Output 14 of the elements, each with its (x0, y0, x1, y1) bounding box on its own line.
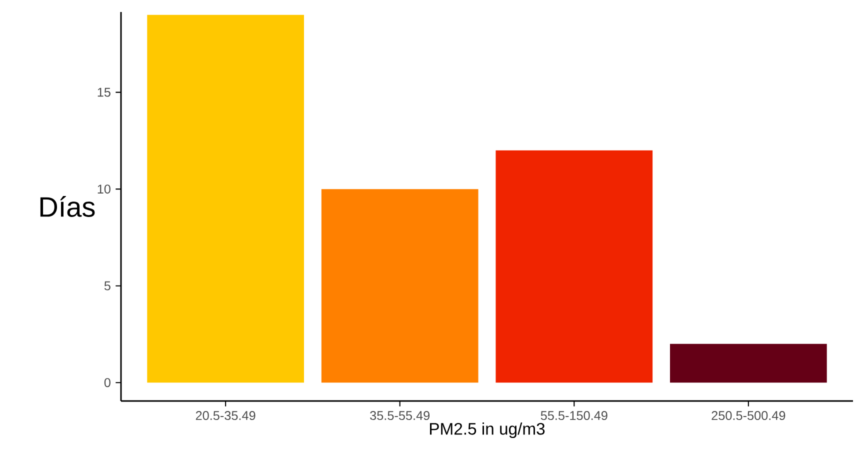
bar (496, 150, 653, 383)
x-axis-title: PM2.5 in ug/m3 (430, 422, 545, 438)
bar (147, 14, 304, 383)
x-tick-label: 55.5-150.49 (540, 411, 608, 420)
y-tick-label: 15 (98, 88, 110, 97)
x-tick-label: 35.5-55.49 (370, 411, 430, 420)
bar (670, 344, 827, 383)
y-axis-title: Días (40, 196, 95, 217)
y-tick-label: 5 (104, 281, 110, 290)
bar (321, 189, 478, 383)
y-tick-label: 0 (104, 378, 110, 388)
x-tick-label: 20.5-35.49 (196, 411, 256, 420)
x-tick-label: 250.5-500.49 (712, 411, 786, 420)
y-tick-label: 10 (98, 184, 110, 194)
